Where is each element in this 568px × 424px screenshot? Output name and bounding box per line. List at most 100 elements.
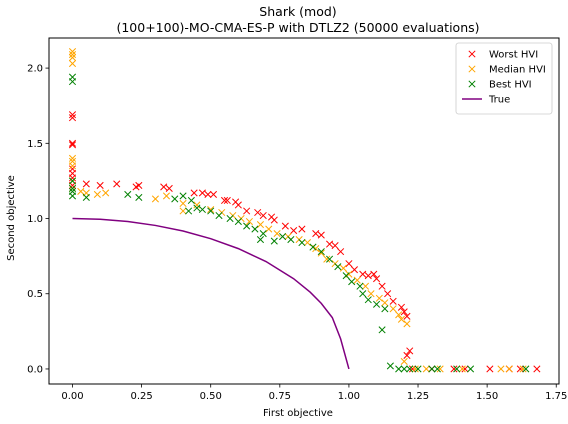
point-best-hvi	[378, 326, 386, 334]
point-worst-hvi	[450, 365, 458, 373]
point-median-hvi	[93, 190, 101, 199]
legend-item-best-hvi: Best HVI	[468, 80, 532, 91]
x-axis-ticks: 0.00 0.25 0.50 0.75 1.00 1.25 1.50 1.75	[61, 384, 567, 402]
y-axis-ticks: 0.0 0.5 1.0 1.5 2.0	[27, 64, 49, 375]
point-median-hvi	[353, 276, 361, 284]
point-best-hvi	[433, 365, 441, 373]
point-median-hvi	[361, 282, 370, 290]
y-tick-label: 0.0	[27, 364, 43, 375]
point-best-hvi	[171, 195, 179, 203]
series-true	[72, 217, 350, 370]
legend-label: Best HVI	[489, 80, 532, 91]
point-best-hvi	[287, 236, 295, 244]
point-worst-hvi	[359, 270, 367, 278]
point-worst-hvi	[68, 111, 77, 119]
point-worst-hvi	[190, 189, 198, 197]
x-tick-label: 1.50	[476, 391, 498, 402]
point-worst-hvi	[270, 216, 278, 224]
point-best-hvi	[326, 255, 334, 263]
point-median-hvi	[77, 187, 85, 195]
point-best-hvi	[522, 365, 530, 373]
point-worst-hvi	[378, 282, 386, 290]
x-tick-label: 0.50	[200, 391, 222, 402]
point-best-hvi	[381, 305, 389, 313]
point-worst-hvi	[326, 240, 334, 248]
point-worst-hvi	[113, 180, 121, 188]
point-worst-hvi	[96, 181, 104, 189]
point-best-hvi	[68, 78, 77, 86]
point-median-hvi	[436, 365, 444, 373]
point-best-hvi	[251, 225, 259, 233]
series-worst-hvi	[68, 111, 541, 373]
y-tick-label: 0.5	[27, 289, 43, 300]
point-best-hvi	[373, 300, 381, 308]
point-worst-hvi	[298, 225, 306, 233]
point-median-hvi	[68, 154, 77, 162]
point-best-hvi	[198, 205, 206, 214]
point-worst-hvi	[220, 196, 229, 205]
point-best-hvi	[406, 365, 414, 373]
chart-title: Shark (mod)	[259, 4, 336, 19]
point-best-hvi	[135, 193, 143, 202]
point-worst-hvi	[486, 365, 494, 373]
series-line-true	[72, 217, 350, 370]
point-median-hvi	[411, 365, 419, 373]
point-best-hvi	[334, 263, 342, 271]
point-worst-hvi	[384, 290, 392, 298]
point-median-hvi	[397, 315, 405, 323]
point-best-hvi	[356, 282, 364, 290]
point-median-hvi	[395, 311, 403, 319]
point-median-hvi	[381, 299, 389, 307]
point-best-hvi	[348, 278, 356, 286]
x-tick-label: 0.00	[61, 391, 83, 402]
point-best-hvi	[256, 236, 265, 244]
point-worst-hvi	[160, 183, 168, 191]
point-best-hvi	[215, 211, 223, 220]
point-worst-hvi	[345, 260, 353, 268]
point-worst-hvi	[389, 297, 397, 305]
point-median-hvi	[400, 357, 408, 365]
point-median-hvi	[273, 230, 281, 238]
point-worst-hvi	[403, 312, 411, 320]
point-median-hvi	[162, 192, 171, 200]
point-worst-hvi	[408, 365, 417, 373]
point-best-hvi	[68, 184, 77, 192]
point-worst-hvi	[350, 266, 359, 274]
legend-item-worst-hvi: Worst HVI	[468, 50, 538, 61]
point-median-hvi	[256, 220, 265, 229]
point-best-hvi	[124, 190, 132, 199]
point-worst-hvi	[68, 174, 77, 182]
point-best-hvi	[395, 365, 403, 373]
point-median-hvi	[389, 305, 397, 313]
point-best-hvi	[187, 196, 195, 205]
point-best-hvi	[179, 192, 187, 200]
point-median-hvi	[68, 162, 77, 170]
data-layer	[68, 47, 541, 373]
legend-swatch	[468, 65, 476, 73]
point-best-hvi	[270, 237, 278, 245]
legend-item-true: True	[462, 95, 510, 106]
point-median-hvi	[458, 365, 466, 373]
y-axis-label: Second objective	[6, 175, 17, 261]
point-worst-hvi	[68, 139, 77, 147]
legend-item-median-hvi: Median HVI	[468, 65, 546, 76]
point-median-hvi	[245, 217, 253, 226]
legend-swatch	[468, 80, 476, 88]
point-best-hvi	[68, 177, 77, 185]
point-best-hvi	[185, 207, 193, 215]
point-best-hvi	[428, 365, 436, 373]
legend-label: True	[488, 95, 510, 106]
point-median-hvi	[68, 54, 77, 62]
point-worst-hvi	[337, 248, 345, 256]
point-best-hvi	[234, 217, 242, 226]
point-best-hvi	[309, 243, 317, 251]
point-median-hvi	[422, 365, 430, 373]
point-worst-hvi	[204, 190, 212, 199]
chart-subtitle: (100+100)-MO-CMA-ES-P with DTLZ2 (50000 …	[116, 20, 479, 35]
point-worst-hvi	[373, 275, 381, 283]
point-best-hvi	[226, 214, 234, 223]
point-median-hvi	[68, 47, 77, 56]
point-worst-hvi	[135, 181, 143, 189]
point-best-hvi	[279, 233, 287, 241]
legend-swatch	[468, 50, 476, 58]
